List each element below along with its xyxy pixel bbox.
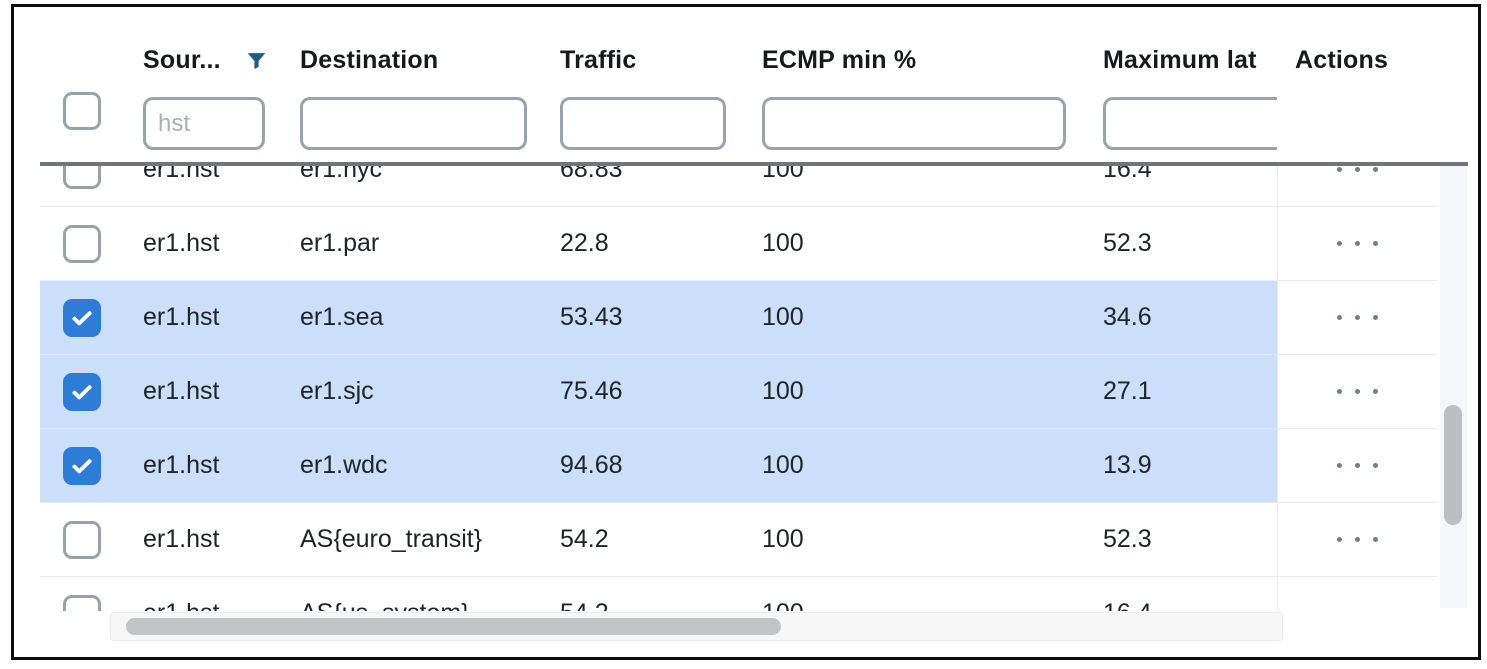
checkmark-icon [72,458,92,473]
vertical-scrollbar-thumb[interactable] [1444,405,1462,525]
ellipsis-icon[interactable] [1337,315,1378,320]
row-checkbox[interactable] [63,224,101,263]
source-cell: er1.hst [143,281,300,355]
source-cell: er1.hst [143,577,300,611]
source-cell: er1.hst [143,503,300,577]
ellipsis-icon[interactable] [1337,537,1378,542]
destination-cell: er1.par [300,207,560,281]
traffic-filter-input[interactable] [560,97,726,150]
filter-icon[interactable] [246,50,267,72]
ellipsis-icon[interactable] [1337,167,1378,172]
row-checkbox-cell [40,577,143,611]
row-checkbox-cell [40,166,143,207]
vertical-scrollbar-track[interactable] [1440,166,1467,608]
destination-filter-input[interactable] [300,97,527,150]
select-all-checkbox[interactable] [63,92,101,130]
column-header-ecmp-min[interactable]: ECMP min % [762,46,917,74]
table-row[interactable]: er1.hst AS{euro_transit} 54.2 100 52.3 [40,503,1437,577]
destination-cell: er1.sea [300,281,560,355]
column-header-maximum-latency[interactable]: Maximum lat [1103,46,1257,74]
source-filter-input[interactable] [143,97,265,150]
destination-cell: er1.wdc [300,429,560,503]
ecmp-min-cell: 100 [762,166,1103,207]
header-separator [40,162,1468,166]
ecmp-min-cell: 100 [762,207,1103,281]
table-row[interactable]: er1.hst er1.nyc 68.83 100 16.4 [40,166,1437,207]
ecmp-min-cell: 100 [762,355,1103,429]
table-row[interactable]: er1.hst er1.sjc 75.46 100 27.1 [40,355,1437,429]
row-checkbox[interactable] [63,372,101,411]
row-actions-cell [1277,355,1437,429]
traffic-cell: 94.68 [560,429,762,503]
checkmark-icon [72,310,92,325]
max-latency-cell: 52.3 [1103,503,1277,577]
row-checkbox-cell [40,429,143,503]
ellipsis-icon[interactable] [1337,389,1378,394]
traffic-cell: 54.2 [560,577,762,611]
row-checkbox[interactable] [63,594,101,611]
source-cell: er1.hst [143,207,300,281]
destination-cell: er1.sjc [300,355,560,429]
source-cell: er1.hst [143,355,300,429]
table-row[interactable]: er1.hst AS{us_system} 54.2 100 16.4 [40,577,1437,611]
ecmp-min-filter-input[interactable] [762,97,1066,150]
row-checkbox-cell [40,355,143,429]
ellipsis-icon[interactable] [1337,241,1378,246]
column-header-source[interactable]: Sour... [143,46,221,74]
row-checkbox[interactable] [63,166,101,189]
horizontal-scrollbar-track[interactable] [110,612,1283,641]
horizontal-scrollbar-thumb[interactable] [126,618,781,635]
ecmp-min-cell: 100 [762,503,1103,577]
ecmp-min-cell: 100 [762,281,1103,355]
row-actions-cell [1277,166,1437,207]
destination-cell: AS{euro_transit} [300,503,560,577]
destination-cell: AS{us_system} [300,577,560,611]
row-checkbox[interactable] [63,446,101,485]
max-latency-cell: 13.9 [1103,429,1277,503]
max-latency-cell: 16.4 [1103,166,1277,207]
traffic-cell: 68.83 [560,166,762,207]
row-checkbox-cell [40,207,143,281]
max-latency-cell: 27.1 [1103,355,1277,429]
row-actions-cell [1277,281,1437,355]
max-latency-cell: 34.6 [1103,281,1277,355]
max-latency-cell: 16.4 [1103,577,1277,611]
traffic-cell: 54.2 [560,503,762,577]
ellipsis-icon[interactable] [1337,463,1378,468]
row-checkbox[interactable] [63,520,101,559]
maximum-latency-filter-clip [1103,97,1277,150]
row-checkbox-cell [40,503,143,577]
checkmark-icon [72,384,92,399]
ecmp-min-cell: 100 [762,577,1103,611]
table-body: er1.hst er1.nyc 68.83 100 16.4 er1.hst e… [40,166,1437,611]
table-body-viewport: er1.hst er1.nyc 68.83 100 16.4 er1.hst e… [14,166,1468,611]
column-header-destination[interactable]: Destination [300,46,439,74]
row-checkbox[interactable] [63,298,101,337]
table-row[interactable]: er1.hst er1.sea 53.43 100 34.6 [40,281,1437,355]
traffic-cell: 53.43 [560,281,762,355]
row-actions-cell [1277,429,1437,503]
ecmp-min-cell: 100 [762,429,1103,503]
source-cell: er1.hst [143,166,300,207]
source-cell: er1.hst [143,429,300,503]
table-row[interactable]: er1.hst er1.wdc 94.68 100 13.9 [40,429,1437,503]
maximum-latency-filter-input[interactable] [1103,97,1277,150]
traffic-cell: 75.46 [560,355,762,429]
row-actions-cell [1277,577,1437,611]
table-row[interactable]: er1.hst er1.par 22.8 100 52.3 [40,207,1437,281]
row-actions-cell [1277,503,1437,577]
row-actions-cell [1277,207,1437,281]
column-header-actions: Actions [1295,46,1389,74]
traffic-cell: 22.8 [560,207,762,281]
row-checkbox-cell [40,281,143,355]
destination-cell: er1.nyc [300,166,560,207]
column-header-traffic[interactable]: Traffic [560,46,637,74]
max-latency-cell: 52.3 [1103,207,1277,281]
